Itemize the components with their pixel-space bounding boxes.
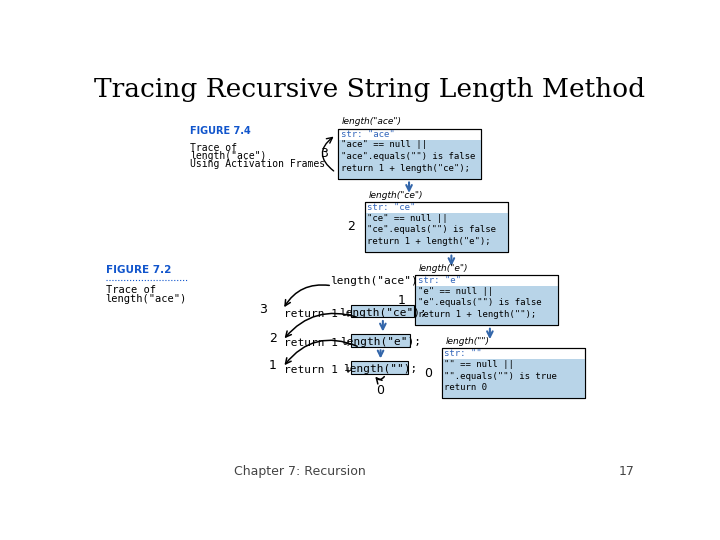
- Text: 3: 3: [258, 303, 266, 316]
- Text: return 1 +: return 1 +: [284, 308, 359, 319]
- Text: length("ace"): length("ace"): [190, 151, 266, 161]
- Text: str: "ace": str: "ace": [341, 130, 395, 139]
- Text: Tracing Recursive String Length Method: Tracing Recursive String Length Method: [94, 77, 644, 102]
- FancyBboxPatch shape: [351, 334, 410, 347]
- Text: return 1 +: return 1 +: [284, 364, 359, 375]
- FancyBboxPatch shape: [442, 359, 585, 398]
- Text: return 1 + length("");: return 1 + length("");: [418, 310, 536, 319]
- Text: length("");: length("");: [343, 364, 417, 374]
- Text: 1: 1: [269, 359, 276, 372]
- Text: FIGURE 7.4: FIGURE 7.4: [190, 126, 251, 136]
- FancyBboxPatch shape: [351, 305, 415, 318]
- Text: length("ace"): length("ace"): [341, 117, 401, 126]
- Text: length("ace"): length("ace"): [330, 276, 418, 286]
- Text: "".equals("") is true: "".equals("") is true: [444, 372, 557, 381]
- Text: 0: 0: [424, 367, 432, 380]
- FancyBboxPatch shape: [442, 348, 585, 398]
- FancyBboxPatch shape: [351, 361, 408, 374]
- Text: Chapter 7: Recursion: Chapter 7: Recursion: [234, 465, 366, 478]
- FancyBboxPatch shape: [365, 202, 508, 252]
- FancyBboxPatch shape: [338, 129, 481, 179]
- Text: Trace of: Trace of: [190, 143, 238, 153]
- Text: length("e"): length("e"): [418, 264, 468, 273]
- FancyBboxPatch shape: [415, 286, 558, 325]
- Text: length("ce");: length("ce");: [339, 308, 427, 318]
- Text: length("ce"): length("ce"): [368, 191, 423, 200]
- Text: return 1 + length("e");: return 1 + length("e");: [367, 237, 491, 246]
- Text: FIGURE 7.2: FIGURE 7.2: [106, 265, 171, 275]
- FancyBboxPatch shape: [365, 213, 508, 252]
- Text: 2: 2: [269, 332, 276, 345]
- Text: 2: 2: [347, 220, 355, 233]
- Text: length("ace"): length("ace"): [106, 294, 187, 304]
- Text: return 1 +: return 1 +: [284, 338, 359, 348]
- Text: "ace".equals("") is false: "ace".equals("") is false: [341, 152, 475, 161]
- Text: 0: 0: [376, 384, 384, 397]
- Text: "ce".equals("") is false: "ce".equals("") is false: [367, 225, 497, 234]
- Text: "e".equals("") is false: "e".equals("") is false: [418, 299, 541, 307]
- Text: str: "ce": str: "ce": [367, 203, 416, 212]
- Text: return 0: return 0: [444, 383, 487, 392]
- Text: Trace of: Trace of: [106, 285, 156, 295]
- Text: "" == null ||: "" == null ||: [444, 360, 514, 369]
- Text: Using Activation Frames: Using Activation Frames: [190, 159, 325, 168]
- FancyBboxPatch shape: [415, 275, 558, 325]
- Text: 3: 3: [320, 147, 328, 160]
- Text: 1: 1: [397, 294, 405, 307]
- Text: length(""): length(""): [445, 337, 489, 346]
- Text: "e" == null ||: "e" == null ||: [418, 287, 492, 296]
- Text: str: "": str: "": [444, 349, 482, 358]
- Text: "ce" == null ||: "ce" == null ||: [367, 214, 448, 222]
- Text: 17: 17: [619, 465, 635, 478]
- Text: length("e");: length("e");: [340, 337, 421, 347]
- Text: return 1 + length("ce");: return 1 + length("ce");: [341, 164, 469, 173]
- Text: str: "e": str: "e": [418, 276, 461, 285]
- FancyBboxPatch shape: [338, 140, 481, 179]
- Text: "ace" == null ||: "ace" == null ||: [341, 140, 426, 150]
